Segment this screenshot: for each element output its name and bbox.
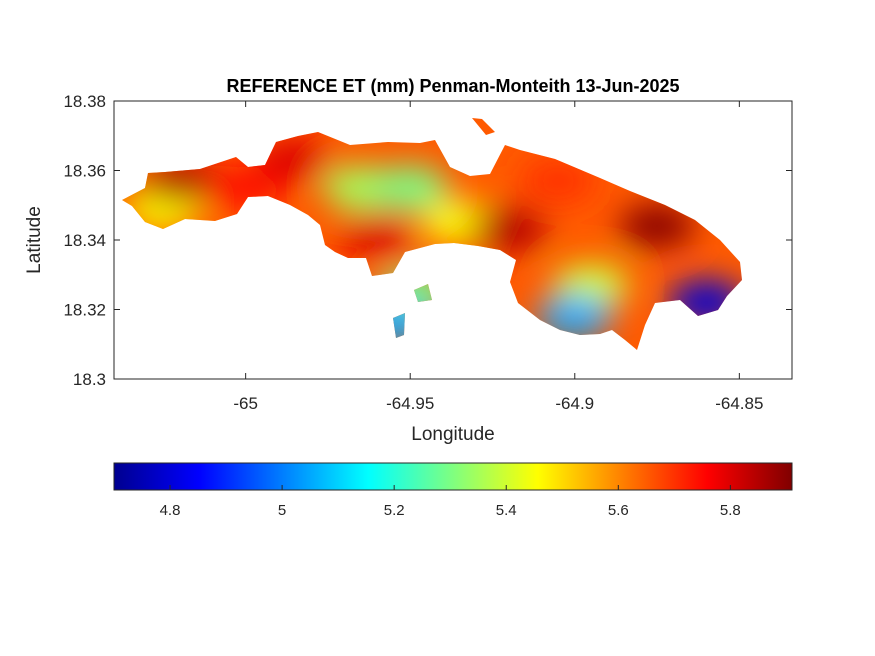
heatmap-cell [372, 165, 449, 210]
colorbar-tick-label: 5 [278, 502, 286, 519]
y-tick-label: 18.38 [63, 92, 106, 111]
colorbar-tick-label: 5.2 [384, 502, 405, 519]
heatmap-cell [536, 294, 613, 339]
chart-title: REFERENCE ET (mm) Penman-Monteith 13-Jun… [226, 76, 679, 96]
colorbar-tick-label: 5.6 [608, 502, 629, 519]
y-tick-label: 18.36 [63, 162, 106, 181]
heatmap-cell [257, 138, 334, 183]
colorbar [113, 462, 793, 491]
x-tick-label: -64.85 [715, 394, 763, 413]
x-tick-label: -65 [233, 394, 258, 413]
colorbar-ticks: 4.8 5 5.2 5.4 5.6 5.8 [160, 485, 741, 519]
x-axis-label: Longitude [411, 424, 494, 445]
colorbar-tick-label: 5.8 [720, 502, 741, 519]
colorbar-tick-label: 4.8 [160, 502, 181, 519]
y-tick-label: 18.3 [73, 370, 106, 389]
heatmap-cell [520, 158, 597, 203]
y-tick-label: 18.34 [63, 231, 106, 250]
heatmap-cell [619, 204, 696, 249]
x-axis: -65 -64.95 -64.9 -64.85 [233, 101, 763, 413]
x-tick-label: -64.9 [555, 394, 594, 413]
y-axis: 18.3 18.32 18.34 18.36 18.38 [63, 92, 792, 389]
y-axis-label: Latitude [24, 206, 45, 274]
x-tick-label: -64.95 [386, 394, 434, 413]
heatmap-cell [470, 207, 547, 252]
colorbar-tick-label: 5.4 [496, 502, 517, 519]
heatmap-cell [339, 214, 416, 259]
y-tick-label: 18.32 [63, 301, 106, 320]
